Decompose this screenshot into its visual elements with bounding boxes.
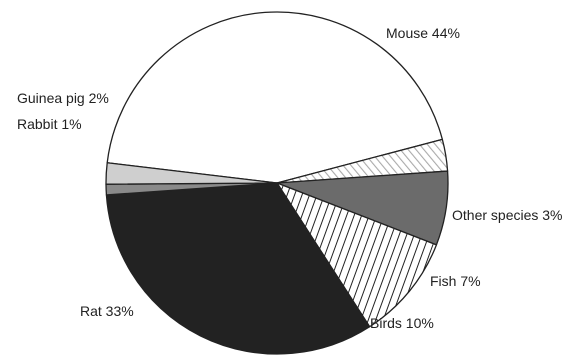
slice-label-other-species: Other species 3% (452, 207, 563, 223)
slice-label-mouse: Mouse 44% (386, 25, 460, 41)
slice-label-rat: Rat 33% (80, 303, 134, 319)
slice-label-rabbit: Rabbit 1% (17, 116, 82, 132)
slice-label-guinea-pig: Guinea pig 2% (17, 90, 109, 106)
pie-slice-mouse (106, 11, 443, 184)
pie-slice-birds (276, 182, 438, 328)
pie-slice-rat (105, 182, 371, 355)
slice-label-fish: Fish 7% (430, 273, 481, 289)
slice-label-birds: Birds 10% (370, 315, 434, 331)
pie-slice-guinea-pig (105, 162, 278, 185)
